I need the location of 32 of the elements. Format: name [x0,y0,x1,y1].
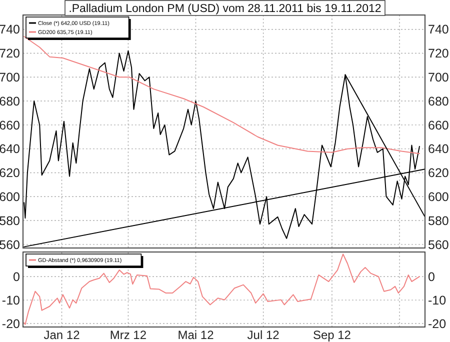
y2-tick-label: -10 [428,293,446,308]
x-tick-label: Mrz 12 [110,328,147,342]
y-tick-label: 680 [0,94,20,108]
y2-tick-label: 0 [428,270,435,284]
y-tick-label: 740 [0,22,20,37]
y-tick-label: 620 [0,166,20,180]
x-tick-label: Sep 12 [312,328,352,342]
y2-tick-label: 660 [428,118,449,132]
y2-tick-label: 640 [428,142,449,156]
x-tick-label: Jul 12 [247,328,280,342]
y2-tick-label: 720 [428,46,449,61]
y2-tick-label: 740 [428,22,449,37]
y-tick-label: 720 [0,46,20,61]
y2-tick-label: 680 [428,94,449,108]
y-tick-label: 640 [0,142,20,156]
y-tick-label: 600 [0,190,20,204]
y-tick-label: 0 [13,270,20,284]
y2-tick-label: 620 [428,166,449,180]
x-tick-label: Mai 12 [178,328,214,342]
y2-tick-label: 700 [428,70,449,85]
y-tick-label: 580 [0,214,20,228]
x-tick-label: Jan 12 [44,328,80,342]
chart-title: .Palladium London PM (USD) vom 28.11.2011 bis 19.11.2012 [68,3,382,15]
y-tick-label: -20 [2,316,20,331]
y-tick-label: 660 [0,118,20,132]
y2-tick-label: -20 [428,316,446,331]
y2-tick-label: 560 [428,238,449,252]
y-tick-label: 560 [0,238,20,252]
y-tick-label: 700 [0,70,20,85]
y2-tick-label: 600 [428,190,449,204]
y-tick-label: -10 [2,293,20,308]
y2-tick-label: 580 [428,214,449,228]
